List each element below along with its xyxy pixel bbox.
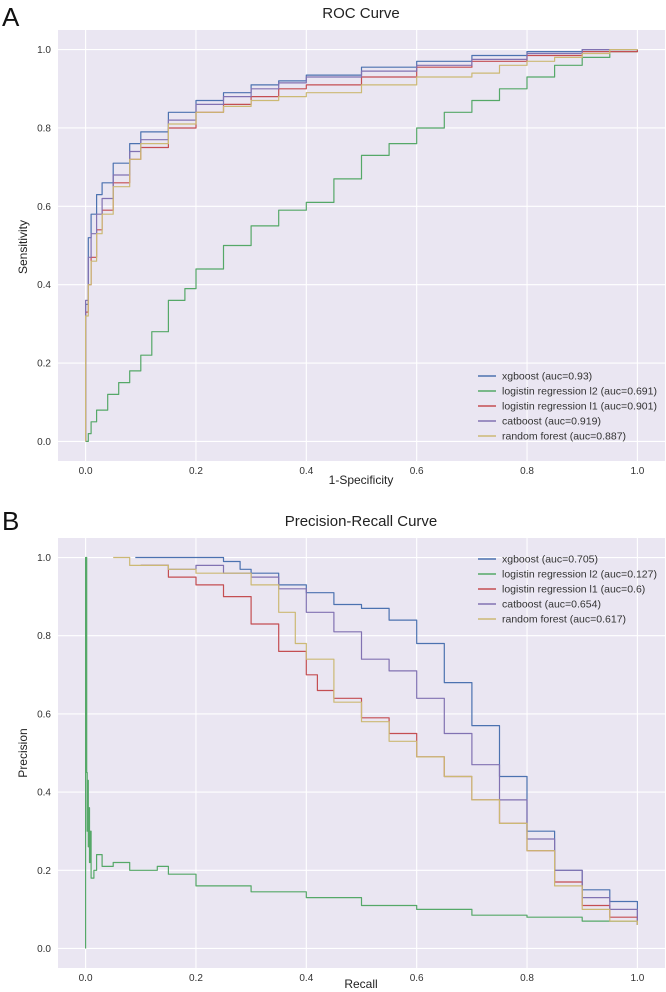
roc-x-tick-label: 0.8 <box>520 466 534 477</box>
roc-y-tick-label: 0.2 <box>37 359 51 370</box>
roc-plot-area <box>58 30 665 461</box>
roc-y-tick-label: 0.8 <box>37 123 51 134</box>
roc-legend: xgboost (auc=0.93) logistin regression l2… <box>478 371 657 443</box>
panel-b: B Precision-Recall Curve 0.0 0.2 0.4 0.6 0.8… <box>2 506 665 991</box>
pr-y-tick-label: 1.0 <box>37 553 51 564</box>
pr-x-tick-label: 0.4 <box>299 973 313 984</box>
panel-a-letter: A <box>2 2 20 32</box>
pr-legend-label: catboost (auc=0.654) <box>502 599 601 611</box>
pr-y-tick-label: 0.6 <box>37 709 51 720</box>
pr-x-tick-label: 0.2 <box>189 973 203 984</box>
pr-x-tick-label: 0.8 <box>520 973 534 984</box>
roc-x-tick-label: 0.4 <box>299 466 313 477</box>
pr-legend: xgboost (auc=0.705) logistin regression l… <box>478 554 657 626</box>
roc-x-tick-label: 0.6 <box>410 466 424 477</box>
panel-b-letter: B <box>2 506 19 536</box>
pr-legend-label: random forest (auc=0.617) <box>502 614 626 626</box>
pr-x-tick-label: 0.6 <box>410 973 424 984</box>
roc-ticks: 0.0 0.2 0.4 0.6 0.8 1.0 0.0 0.2 0.4 0.6 0.8 1.0 <box>37 45 645 477</box>
roc-legend-label: random forest (auc=0.887) <box>502 431 626 443</box>
roc-y-tick-label: 1.0 <box>37 45 51 56</box>
roc-y-tick-label: 0.6 <box>37 202 51 213</box>
pr-y-tick-label: 0.8 <box>37 631 51 642</box>
roc-series-lr-l2 <box>85 49 638 442</box>
pr-y-tick-label: 0.2 <box>37 866 51 877</box>
roc-title: ROC Curve <box>322 5 400 22</box>
roc-x-label: 1-Specificity <box>329 473 394 487</box>
roc-y-tick-label: 0.4 <box>37 280 51 291</box>
pr-y-tick-label: 0.0 <box>37 944 51 955</box>
roc-series-xgboost <box>85 49 638 442</box>
pr-plot-area <box>58 538 665 968</box>
roc-y-label: Sensitivity <box>16 220 30 274</box>
roc-x-tick-label: 1.0 <box>630 466 644 477</box>
pr-legend-label: xgboost (auc=0.705) <box>502 554 598 566</box>
pr-x-tick-label: 1.0 <box>630 973 644 984</box>
roc-legend-label: logistin regression l1 (auc=0.901) <box>502 401 657 413</box>
roc-x-tick-label: 0.2 <box>189 466 203 477</box>
roc-x-tick-label: 0.0 <box>79 466 93 477</box>
pr-legend-label: logistin regression l2 (auc=0.127) <box>502 569 657 581</box>
roc-series-catboost <box>85 49 638 442</box>
roc-legend-label: xgboost (auc=0.93) <box>502 371 592 383</box>
roc-y-tick-label: 0.0 <box>37 437 51 448</box>
pr-y-tick-label: 0.4 <box>37 788 51 799</box>
pr-series-lr-l2 <box>85 556 638 949</box>
pr-ticks: 0.0 0.2 0.4 0.6 0.8 1.0 0.0 0.2 0.4 0.6 0.8 1.0 <box>37 553 645 984</box>
pr-title: Precision-Recall Curve <box>285 513 438 530</box>
roc-curves <box>85 49 638 442</box>
pr-legend-label: logistin regression l1 (auc=0.6) <box>502 584 645 596</box>
pr-x-label: Recall <box>344 977 377 991</box>
roc-series-random-forest <box>85 49 638 442</box>
roc-grid <box>58 30 665 461</box>
pr-x-tick-label: 0.0 <box>79 973 93 984</box>
roc-legend-label: logistin regression l2 (auc=0.691) <box>502 386 657 398</box>
panel-a: A ROC Curve 0.0 0.2 0.4 0.6 0.8 1.00.00.20.40… <box>2 2 665 487</box>
roc-legend-label: catboost (auc=0.919) <box>502 416 601 428</box>
pr-series-random-forest <box>113 556 638 925</box>
pr-y-label: Precision <box>16 728 30 777</box>
pr-curves <box>85 556 638 949</box>
